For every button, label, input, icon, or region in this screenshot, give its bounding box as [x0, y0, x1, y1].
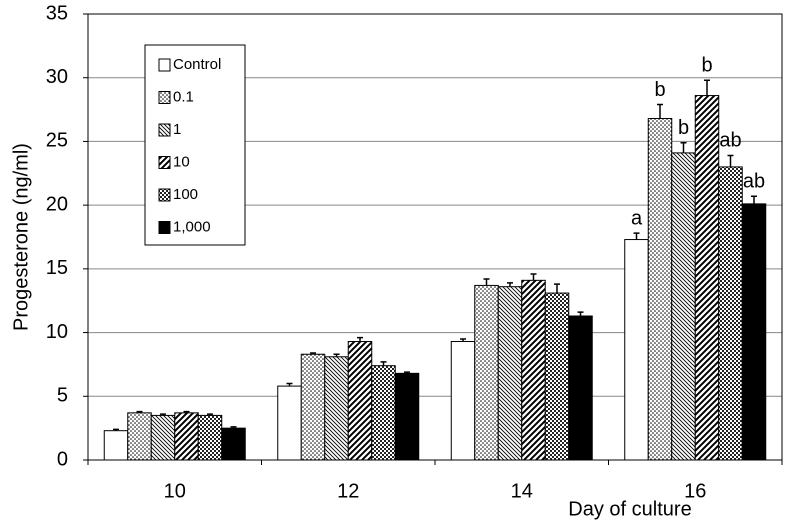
error-bar: [751, 195, 757, 204]
significance-label: b: [654, 79, 665, 101]
significance-label: a: [631, 207, 643, 229]
y-tick-label: 35: [46, 2, 68, 24]
legend-swatch: [158, 156, 171, 169]
bar: [347, 340, 373, 461]
legend-label: 1,000: [173, 218, 211, 235]
bar: [568, 315, 593, 461]
x-axis-title: Day of culture: [568, 498, 691, 520]
error-bar: [380, 361, 387, 366]
error-bar: [460, 338, 466, 342]
legend-swatch: [158, 91, 171, 104]
bar: [197, 414, 223, 461]
bar: [394, 372, 420, 461]
x-tick-label: 12: [337, 480, 359, 502]
bar: [221, 427, 246, 461]
significance-label: ab: [743, 171, 765, 193]
legend-label: 10: [173, 153, 190, 170]
legend: Control 0.1 1 10 100 1,000: [144, 44, 246, 246]
error-bar: [530, 273, 537, 281]
error-bar: [230, 426, 237, 429]
error-bar: [183, 410, 190, 413]
x-tick-label: 14: [511, 480, 533, 502]
error-bar: [160, 413, 166, 416]
bar: [521, 279, 546, 461]
bar: [300, 353, 326, 461]
bar: [174, 412, 199, 461]
bar: [741, 203, 767, 461]
error-bar: [657, 103, 663, 119]
legend-swatch: [158, 188, 171, 202]
legend-swatch: [158, 221, 171, 234]
error-bar: [310, 352, 316, 355]
legend-label: Control: [173, 56, 221, 73]
y-tick-label: 30: [46, 66, 68, 88]
bar: [150, 414, 176, 461]
legend-box: [144, 44, 246, 246]
x-tick-label: 16: [684, 480, 706, 502]
bar: [450, 340, 476, 461]
bar: [103, 430, 129, 461]
error-bar: [286, 382, 293, 387]
error-bar: [113, 428, 119, 431]
y-tick-label: 0: [57, 448, 68, 470]
bar: [671, 152, 696, 461]
error-bar: [704, 79, 710, 96]
error-bar: [680, 141, 687, 153]
significance-label: ab: [719, 130, 741, 152]
legend-swatch: [158, 123, 171, 137]
legend-label: 100: [173, 186, 198, 203]
y-tick-label: 10: [46, 321, 68, 343]
error-bar: [554, 283, 560, 294]
significance-label: b: [701, 55, 712, 77]
error-bar: [136, 410, 143, 413]
bar: [371, 365, 396, 461]
bar: [718, 166, 743, 461]
legend-label: 1: [173, 121, 181, 138]
legend-swatch: [158, 58, 171, 72]
bar: [324, 356, 349, 461]
error-bar: [727, 154, 734, 167]
y-tick-label: 5: [57, 385, 68, 407]
bar: [694, 95, 720, 461]
y-tick-label: 25: [46, 130, 68, 152]
bar: [544, 292, 570, 461]
bar: [497, 286, 523, 461]
bar: [624, 239, 649, 461]
error-bar: [633, 232, 640, 240]
legend-label: 0.1: [173, 88, 194, 105]
bar: [277, 385, 302, 461]
error-bar: [404, 371, 410, 374]
x-tick-label: 10: [164, 480, 186, 502]
error-bar: [333, 353, 340, 357]
bar: [474, 284, 499, 461]
bar: [127, 412, 152, 461]
y-axis-title: Progesterone (ng/ml): [10, 143, 32, 331]
error-bar: [207, 413, 213, 416]
error-bar: [357, 336, 363, 342]
error-bar: [507, 282, 513, 287]
y-tick-label: 20: [46, 193, 68, 215]
bar: [647, 117, 673, 461]
error-bar: [483, 278, 490, 286]
y-tick-label: 15: [46, 257, 68, 279]
error-bar: [577, 311, 584, 317]
significance-label: b: [678, 117, 689, 139]
